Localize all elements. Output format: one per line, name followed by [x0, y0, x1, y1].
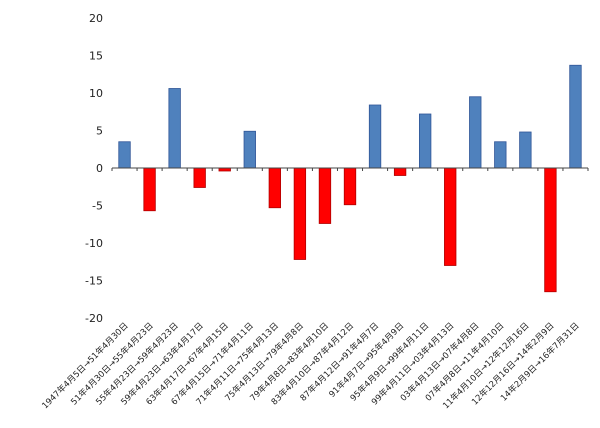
y-tick-label: 0 [96, 162, 103, 175]
y-tick-label: 10 [89, 87, 103, 100]
bar [318, 167, 332, 224]
bar [243, 130, 256, 169]
x-axis: 1947年4月5日→51年4月30日51年4月30日→55年4月23日55年4月… [40, 320, 582, 411]
bar [519, 131, 532, 169]
bar [143, 167, 156, 212]
y-tick-label: 5 [96, 125, 103, 138]
bar [193, 167, 206, 188]
bar [118, 141, 131, 169]
y-axis: 20 15 10 5 0 -5 -10 -15 -20 [85, 12, 103, 325]
zero-baseline [111, 167, 589, 171]
y-tick-label: -5 [92, 200, 103, 213]
bar [418, 113, 432, 169]
bar-series [118, 64, 582, 293]
y-tick-label: -15 [85, 275, 103, 288]
bar [168, 88, 181, 169]
bar [569, 64, 582, 169]
bar [544, 167, 557, 293]
bar [268, 167, 281, 209]
y-tick-label: -10 [85, 237, 103, 250]
y-tick-label: -20 [85, 312, 103, 325]
y-tick-label: 20 [89, 12, 103, 25]
bar [393, 167, 407, 176]
bar [469, 96, 482, 169]
bar [494, 141, 507, 169]
bar [368, 104, 382, 169]
bar [293, 167, 307, 260]
bar [343, 167, 357, 206]
bar [444, 167, 457, 266]
y-tick-label: 15 [89, 50, 103, 63]
